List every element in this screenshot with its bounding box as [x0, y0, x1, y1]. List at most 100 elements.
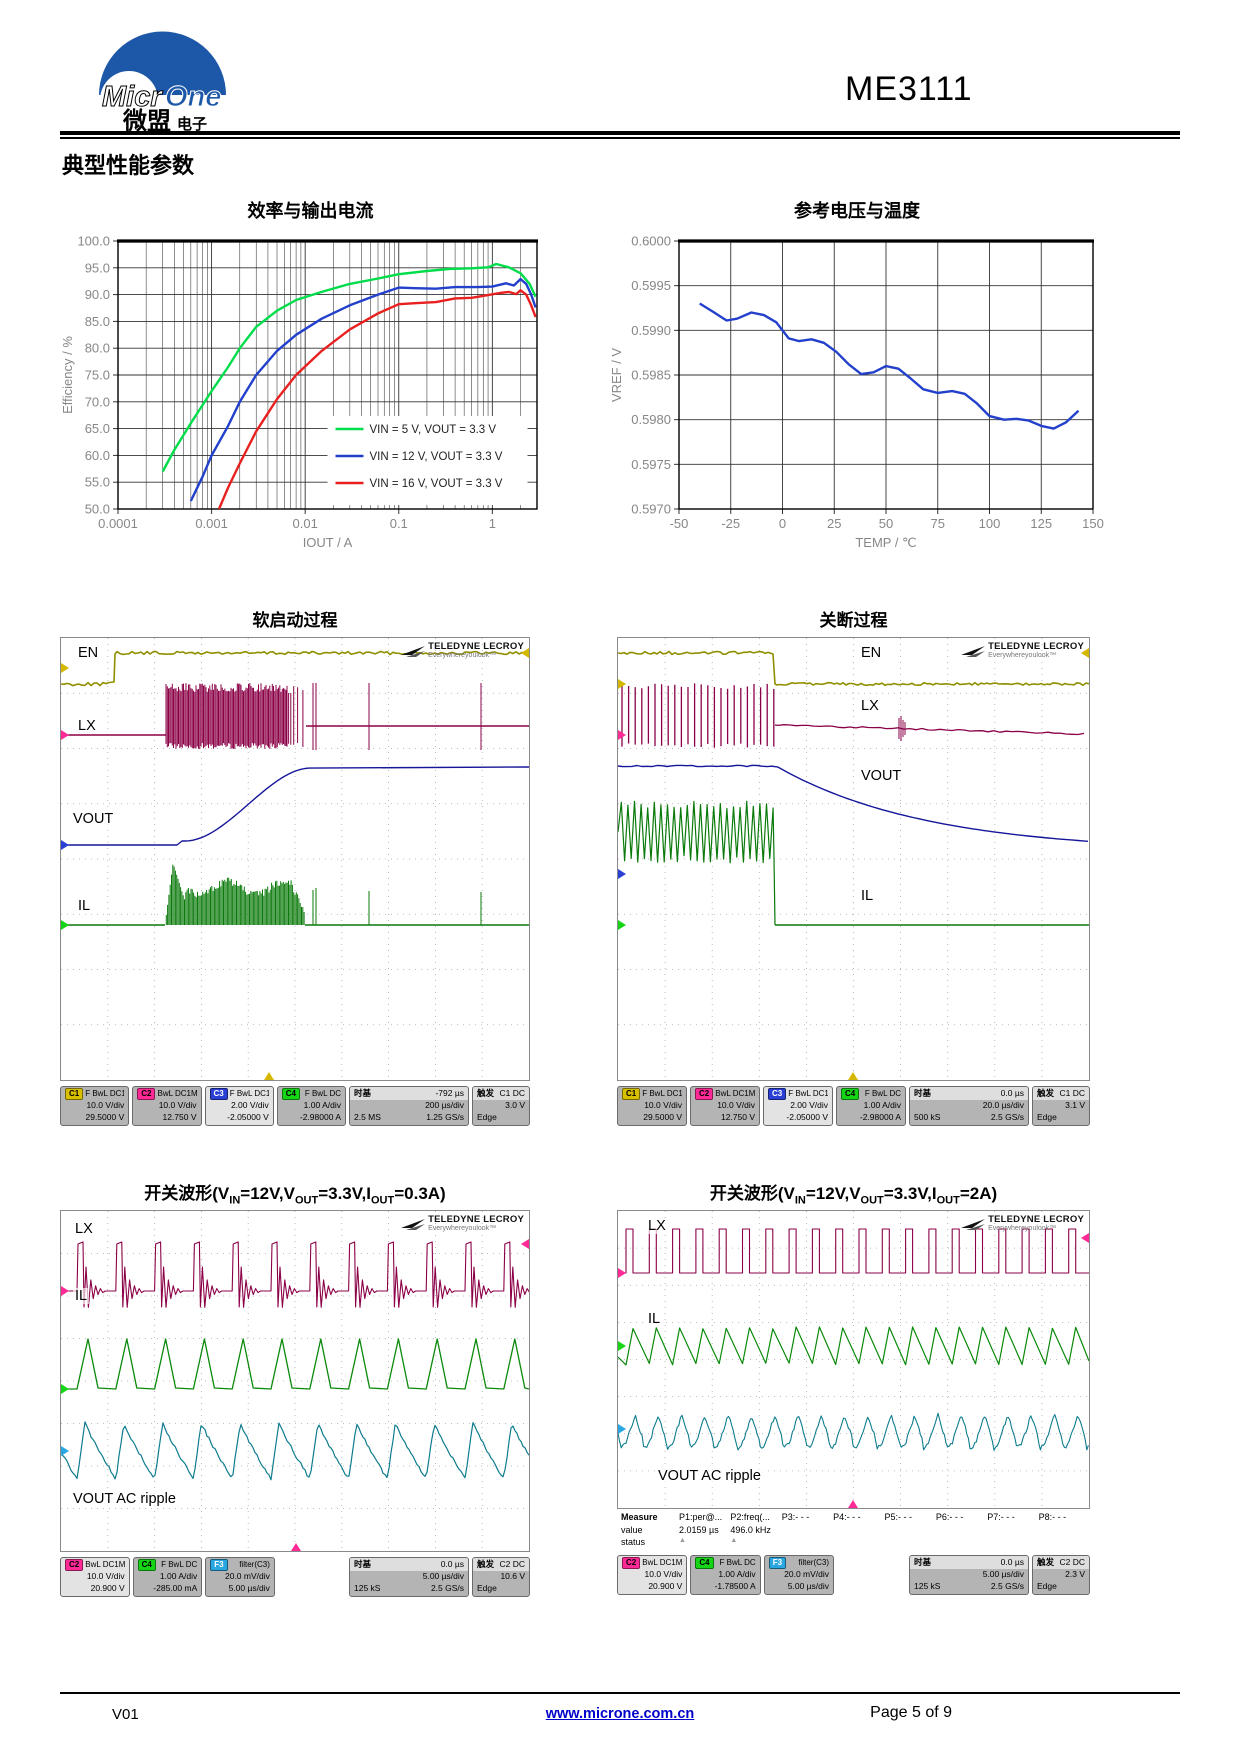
- trigger-header: 触发 C1 DC: [473, 1087, 529, 1101]
- channel-offset: 20.900 V: [90, 1582, 125, 1593]
- channel-offset: 5.00 µs/div: [787, 1580, 830, 1591]
- channel-coupling: filter(C3): [798, 1557, 830, 1567]
- trigger-box: 触发 C1 DC 3.0 V Edge: [472, 1086, 530, 1127]
- series-vin-12-v-vout-3-3-v: [189, 277, 537, 502]
- scope-title-text: 软启动过程: [252, 611, 338, 630]
- channel-settings-box: C2 BwL DC1M 10.0 V/div 12.750 V: [690, 1086, 760, 1127]
- scope-title-text: OUT: [936, 1194, 960, 1207]
- scope-title-softstart: 软启动过程: [60, 606, 530, 631]
- timebase-header: 时基 0.0 µs: [910, 1556, 1028, 1570]
- website-link[interactable]: www.microne.com.cn: [545, 1706, 695, 1722]
- measure-item: P5:- - -: [885, 1511, 936, 1550]
- measure-item: P1:per@... 2.0159 µs ▲: [679, 1511, 730, 1550]
- trace-label-vout-ac-ripple: VOUT AC ripple: [71, 1491, 178, 1507]
- svg-text:0.1: 0.1: [390, 516, 408, 531]
- channel-scale: 20.0 mV/div: [784, 1569, 830, 1580]
- trace-label-il: IL: [646, 1311, 663, 1327]
- channel-box-header: C4 F BwL DC: [281, 1088, 341, 1101]
- channel-offset: -1.78500 A: [714, 1580, 756, 1591]
- channel-zero-marker: [61, 1446, 69, 1456]
- timebase-box: 时基 0.0 µs 20.0 µs/div 500 kS 2.5 GS/s: [909, 1086, 1029, 1127]
- svg-text:0.001: 0.001: [195, 516, 228, 531]
- timebase-sample-row: 500 kS 2.5 GS/s: [914, 1112, 1024, 1123]
- trigger-level-marker: [1081, 648, 1089, 658]
- scope-title-text: OUT: [860, 1194, 884, 1207]
- svg-text:0.5985: 0.5985: [631, 368, 671, 383]
- channel-zero-marker: [618, 730, 626, 740]
- vref-figure: 参考电压与温度 0.5970 0.5975 0.5980 0.5985 0.5990 0.…: [607, 197, 1107, 560]
- legend-entry: VIN = 12 V, VOUT = 3.3 V: [370, 451, 503, 463]
- timebase-sample-row: 125 kS 2.5 GS/s: [914, 1581, 1024, 1592]
- channel-scale: 2.00 V/div: [790, 1100, 828, 1111]
- timebase-header: 时基 0.0 µs: [350, 1558, 469, 1572]
- channel-scale: 1.00 A/div: [159, 1571, 198, 1582]
- channel-scale: 1.00 A/div: [718, 1569, 756, 1580]
- timebase-rate: 2.5 GS/s: [990, 1111, 1024, 1122]
- measure-item: P7:- - -: [987, 1511, 1038, 1550]
- timebase-label: 时基: [354, 1559, 372, 1569]
- timebase-header: 时基 0.0 µs: [910, 1087, 1028, 1101]
- channel-chip: C1: [622, 1088, 641, 1101]
- channel-scale: 1.00 A/div: [863, 1100, 901, 1111]
- channel-chip: F3: [210, 1559, 228, 1572]
- lecroy-text: TELEDYNE LECROY Everywhereyoulook™: [988, 641, 1084, 660]
- channel-box-header: C1F BwL DC1M: [622, 1088, 682, 1101]
- trigger-body: 2.3 V Edge: [1033, 1569, 1089, 1594]
- legend-entry: VIN = 5 V, VOUT = 3.3 V: [370, 424, 497, 436]
- timebase-sample-row: 2.5 MS 1.25 GS/s: [354, 1112, 464, 1123]
- trigger-source: C2 DC: [499, 1559, 526, 1569]
- svg-text:70.0: 70.0: [85, 394, 110, 409]
- svg-text:0: 0: [779, 516, 786, 531]
- logo-brand-one: One: [165, 81, 221, 113]
- trace-label-lx: LX: [76, 718, 98, 734]
- channel-coupling: filter(C3): [239, 1559, 270, 1569]
- measure-name: P5:- - -: [884, 1512, 913, 1522]
- scope-waveform-canvas: [60, 1211, 533, 1551]
- lecroy-text: TELEDYNE LECROY Everywhereyoulook™: [988, 1214, 1084, 1233]
- svg-text:-50: -50: [670, 516, 689, 531]
- scope-title-text: OUT: [294, 1194, 319, 1207]
- part-number: ME3111: [845, 70, 973, 108]
- measure-value: 496.0 kHz: [730, 1524, 771, 1535]
- channel-settings-box: C3F BwL DC1M2.00 V/div-2.05000 V: [763, 1086, 833, 1127]
- trigger-label: 触发: [1037, 1088, 1055, 1098]
- timebase-body: 20.0 µs/div 500 kS 2.5 GS/s: [910, 1100, 1028, 1125]
- vref-chart: 0.5970 0.5975 0.5980 0.5985 0.5990 0.5995 0.60…: [609, 234, 1104, 551]
- timebase-rate: 2.5 GS/s: [990, 1580, 1024, 1591]
- section-title: 典型性能参数: [62, 153, 195, 178]
- timebase-box: 时基 -792 µs 200 µs/div 2.5 MS 1.25 GS/s: [349, 1086, 469, 1127]
- trigger-source: C2 DC: [1059, 1557, 1085, 1567]
- lecroy-text: TELEDYNE LECROY Everywhereyoulook™: [428, 641, 524, 660]
- scope-title-text: =0.3A): [394, 1184, 446, 1203]
- timebase-samples: 125 kS: [354, 1582, 381, 1593]
- channel-settings-box: C4 F BwL DC 1.00 A/div -1.78500 A: [690, 1555, 761, 1596]
- channel-scale: 10.0 V/div: [86, 1100, 125, 1111]
- channel-scale: 10.0 V/div: [717, 1100, 755, 1111]
- lecroy-wing-icon: [961, 646, 986, 657]
- channel-settings-box: C2 BwL DC1M 10.0 V/div 20.900 V: [60, 1557, 130, 1598]
- svg-text:0.6000: 0.6000: [631, 234, 671, 249]
- trigger-delay-marker: [848, 1072, 858, 1080]
- teledyne-lecroy-logo: TELEDYNE LECROY Everywhereyoulook™: [959, 641, 1084, 660]
- teledyne-lecroy-logo: TELEDYNE LECROY Everywhereyoulook™: [959, 1214, 1084, 1233]
- trace-label-en: EN: [76, 645, 101, 661]
- scope-screen: TELEDYNE LECROY Everywhereyoulook™ EN LX VOU…: [617, 637, 1090, 1081]
- timebase-box: 时基 0.0 µs 5.00 µs/div 125 kS 2.5 GS/s: [909, 1555, 1029, 1596]
- scope-title-text: IN: [794, 1194, 806, 1207]
- trigger-header: 触发 C1 DC: [1033, 1087, 1089, 1101]
- measure-item: P4:- - -: [833, 1511, 884, 1550]
- trigger-type: Edge: [477, 1582, 497, 1593]
- efficiency-chart: 50.0 55.0 60.0 65.0 70.0 75.0 80.0 85.0 90.0 95.0…: [60, 234, 538, 550]
- svg-text:25: 25: [827, 516, 841, 531]
- trigger-label: 触发: [477, 1559, 495, 1569]
- channel-settings-box: F3 filter(C3) 20.0 mV/div 5.00 µs/div: [763, 1555, 835, 1596]
- scope-title-text: =3.3V,I: [883, 1184, 937, 1203]
- trigger-delay-marker: [291, 1543, 301, 1551]
- svg-text:50.0: 50.0: [85, 502, 110, 517]
- channel-box-header: C4 F BwL DC: [695, 1557, 756, 1570]
- efficiency-figure: 效率与输出电流 50.0 55.0 60.0 65.0 70.0 75.0 80.0 85.0…: [58, 197, 563, 560]
- timebase-rate: 1.25 GS/s: [426, 1111, 464, 1122]
